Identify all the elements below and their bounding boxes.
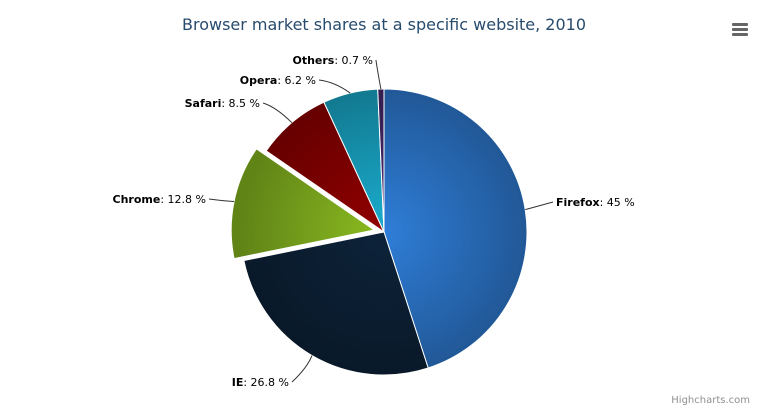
connector-opera — [318, 79, 351, 94]
connector-firefox — [525, 201, 554, 211]
data-label-ie: IE: 26.8 % — [232, 376, 289, 389]
connector-chrome — [208, 198, 235, 202]
hamburger-menu-icon[interactable] — [725, 14, 755, 40]
connector-safari — [262, 102, 293, 124]
pie-slice-others[interactable] — [377, 88, 385, 233]
data-label-safari: Safari: 8.5 % — [185, 97, 260, 110]
data-label-opera: Opera: 6.2 % — [240, 74, 316, 87]
connector-others — [375, 59, 382, 90]
connector-ie — [291, 355, 313, 383]
chart-title: Browser market shares at a specific webs… — [182, 15, 586, 34]
data-label-chrome: Chrome: 12.8 % — [113, 193, 206, 206]
pie-slice-ie[interactable] — [243, 231, 429, 376]
data-label-firefox: Firefox: 45 % — [556, 196, 635, 209]
data-label-others: Others: 0.7 % — [292, 54, 373, 67]
credits-link[interactable]: Highcharts.com — [671, 395, 750, 406]
pie-slice-firefox[interactable] — [383, 88, 528, 369]
